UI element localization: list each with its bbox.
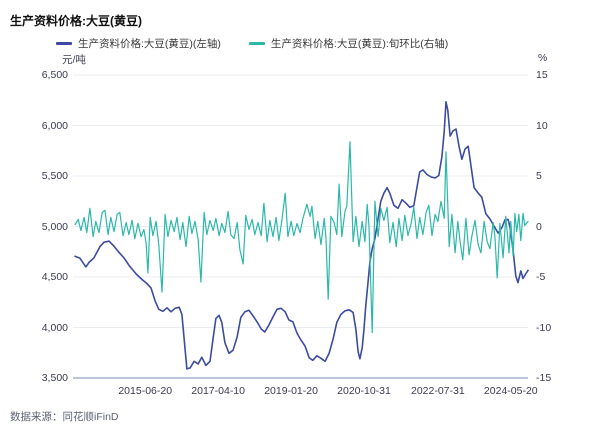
right-axis-unit-label: % [538, 52, 548, 64]
left-axis-tick-label: 3,500 [41, 372, 68, 384]
legend-label-ratio: 生产资料价格:大豆(黄豆):旬环比(右轴) [270, 38, 449, 50]
legend-item-price[interactable]: 生产资料价格:大豆(黄豆)(左轴) [56, 36, 221, 51]
ratio-series-dash-icon [248, 42, 265, 45]
right-axis-tick-label: -15 [536, 372, 552, 384]
price-line-series [74, 101, 529, 370]
left-axis-tick-label: 4,500 [41, 271, 68, 283]
x-axis-tick-label: 2024-05-20 [483, 385, 538, 397]
x-axis-tick-label: 2017-04-10 [191, 385, 245, 397]
legend-item-ratio[interactable]: 生产资料价格:大豆(黄豆):旬环比(右轴) [248, 36, 449, 51]
right-axis-tick-label: -10 [536, 321, 552, 334]
left-axis-tick-label: 5,000 [41, 220, 68, 233]
right-axis-tick-label: 10 [536, 119, 548, 132]
left-axis-tick-label: 5,500 [41, 170, 68, 182]
legend-label-price: 生产资料价格:大豆(黄豆)(左轴) [78, 38, 221, 50]
left-axis-tick-label: 6,000 [41, 119, 68, 132]
right-axis-tick-label: 5 [536, 170, 542, 182]
page-title: 生产资料价格:大豆(黄豆) [10, 14, 142, 28]
left-axis-tick-label: 4,000 [41, 321, 68, 334]
right-axis-tick-label: 15 [536, 69, 548, 81]
legend: 生产资料价格:大豆(黄豆)(左轴) 生产资料价格:大豆(黄豆):旬环比(右轴) [56, 36, 448, 51]
data-source-note: 数据来源：同花顺iFinD [10, 411, 119, 423]
x-axis-tick-label: 2020-10-31 [337, 385, 391, 397]
ratio-line-series [74, 141, 529, 334]
right-axis-tick-label: 0 [536, 220, 542, 233]
x-axis-tick-label: 2015-06-20 [118, 385, 173, 397]
right-axis-tick-label: -5 [536, 271, 546, 283]
x-axis-tick-label: 2022-07-31 [410, 385, 465, 397]
left-axis-tick-label: 6,500 [41, 69, 68, 81]
left-axis-unit-label: 元/吨 [62, 54, 86, 66]
price-series-dash-icon [56, 42, 72, 45]
x-axis-tick-label: 2019-01-20 [264, 385, 318, 397]
